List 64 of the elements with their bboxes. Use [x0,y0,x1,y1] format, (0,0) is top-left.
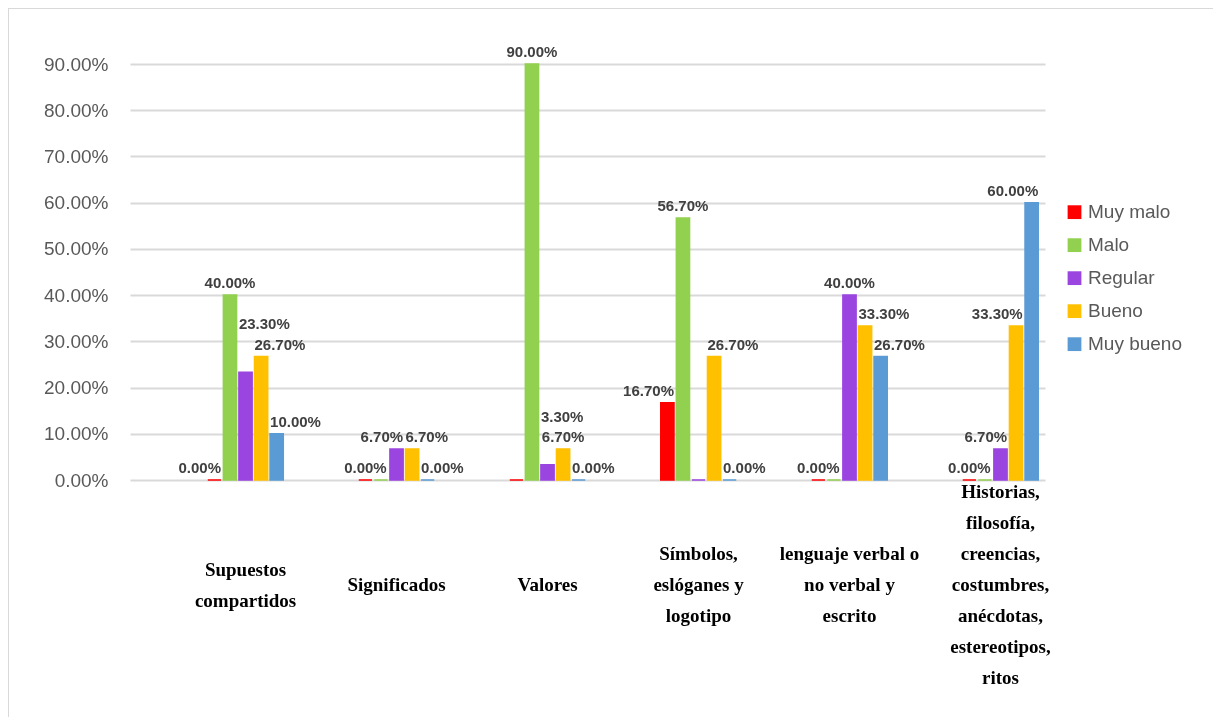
legend-label: Regular [1088,267,1156,289]
data-label: 6.70% [405,428,449,446]
x-tick-label: Valores [517,574,578,595]
data-label: 56.70% [657,196,709,214]
bar [1024,201,1039,481]
x-tick-label: Historias, filosofía, creencias, costumbres, anécdotas, estereotipos, ritos [950,481,1051,688]
data-label: 6.70% [964,428,1008,446]
bar [555,448,571,481]
bar [253,355,269,481]
y-tick-label: 40.00% [44,284,109,306]
bar [269,433,285,481]
x-tick-label: Símbolos, eslóganes y logotipo [653,543,745,626]
bar [857,325,873,481]
bar [993,448,1008,481]
y-tick-label: 10.00% [44,423,109,445]
bar [842,294,857,481]
data-label: 6.70% [541,428,585,446]
bar [222,294,238,481]
data-label: 23.30% [238,315,290,333]
y-tick-label: 60.00% [44,192,109,214]
data-label: 0.00% [723,459,766,476]
legend-label: Malo [1088,234,1130,256]
data-label: 0.00% [948,459,991,476]
data-label: 0.00% [344,459,387,476]
data-label: 26.70% [254,335,306,353]
legend-label: Muy malo [1088,201,1171,223]
x-tick-label: Supuestos compartidos [194,558,297,611]
data-label: 16.70% [623,381,674,399]
legend-label: Bueno [1088,300,1143,322]
data-label: 0.00% [797,459,840,476]
data-label: 90.00% [506,43,558,60]
bar [404,448,420,481]
y-tick-label: 20.00% [44,377,109,399]
bar [1008,325,1024,481]
data-label: 60.00% [987,181,1039,199]
bar [873,355,888,481]
bar [540,464,555,481]
x-tick-label: Significados [347,574,446,595]
data-label: 40.00% [204,274,256,292]
x-tick-label: lenguaje verbal o no verbal y escrito [779,543,920,626]
bar [706,355,722,481]
data-label: 6.70% [360,428,404,446]
y-tick-label: 50.00% [44,238,109,260]
y-tick-label: 0.00% [54,469,109,491]
data-label: 40.00% [824,274,875,292]
data-label: 26.70% [874,335,925,353]
data-label: 10.00% [270,412,321,430]
data-label: 0.00% [421,459,464,476]
data-label: 26.70% [707,335,759,353]
data-label: 0.00% [572,459,615,476]
y-tick-label: 90.00% [44,53,109,75]
data-label: 33.30% [858,305,910,323]
bar [524,63,540,481]
y-tick-label: 30.00% [44,330,109,352]
data-label: 3.30% [540,407,584,425]
y-tick-label: 70.00% [44,145,109,167]
data-label: 33.30% [971,305,1023,323]
bar [675,217,691,481]
legend-label: Muy bueno [1088,333,1183,355]
bar [238,371,253,481]
data-label: 0.00% [178,459,222,476]
bar [660,402,675,481]
y-tick-label: 80.00% [44,99,109,121]
bar [389,448,404,481]
